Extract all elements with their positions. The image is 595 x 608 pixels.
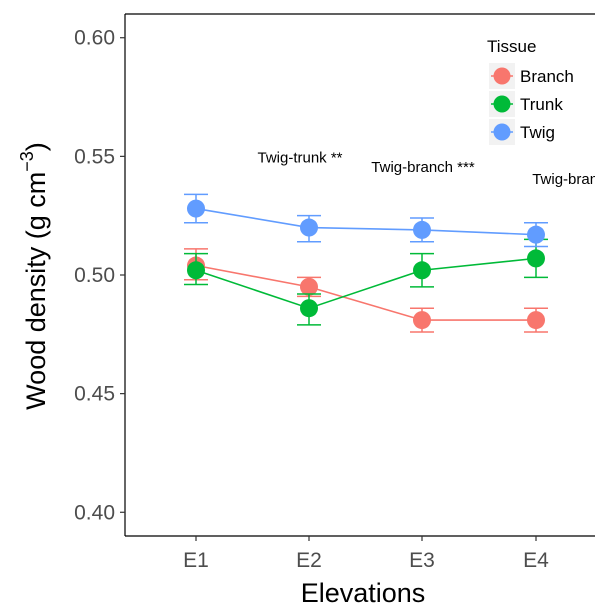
data-point	[300, 218, 318, 237]
y-axis-title-close: )	[21, 142, 51, 151]
data-point	[413, 220, 431, 239]
x-axis-title: Elevations	[301, 578, 426, 608]
series-twig	[184, 193, 548, 248]
legend-key-point	[493, 123, 511, 141]
x-tick-label: E4	[523, 549, 549, 572]
data-point	[527, 225, 545, 244]
x-tick-label: E2	[296, 549, 322, 572]
significance-annotation: Twig-branch ***	[371, 159, 475, 176]
x-tick-label: E3	[409, 549, 435, 572]
legend-item-branch: Branch	[489, 63, 574, 89]
data-point	[413, 261, 431, 280]
y-axis-title-main: Wood density (g cm	[21, 172, 51, 410]
y-tick-label: 0.45	[74, 383, 115, 406]
series-branch	[184, 248, 548, 333]
data-point	[187, 199, 205, 218]
legend-label: Branch	[520, 67, 574, 86]
legend-label: Twig	[520, 123, 555, 142]
data-point	[413, 311, 431, 330]
series-trunk	[184, 238, 548, 326]
x-tick-label: E1	[183, 549, 209, 572]
legend: Tissue Branch Trunk Twig	[487, 37, 574, 145]
data-point	[187, 261, 205, 280]
y-tick-label: 0.55	[74, 145, 115, 168]
data-point	[300, 277, 318, 296]
series-line	[195, 207, 537, 236]
x-axis: E1 E2 E3 E4	[183, 536, 549, 572]
series-layer	[184, 193, 548, 333]
significance-annotation: Twig-trunk **	[257, 150, 342, 167]
y-axis-title: Wood density (g cm−3)	[17, 142, 51, 410]
y-axis: 0.40 0.45 0.50 0.55 0.60	[74, 27, 125, 524]
y-tick-label: 0.50	[74, 264, 115, 287]
y-tick-label: 0.60	[74, 27, 115, 50]
y-axis-title-superscript: −3	[17, 151, 37, 172]
data-point	[527, 311, 545, 330]
legend-key-point	[493, 67, 511, 85]
significance-annotation: Twig-branch **	[532, 171, 595, 188]
data-point	[300, 299, 318, 318]
legend-key-point	[493, 95, 511, 113]
series-line	[195, 257, 537, 310]
legend-item-trunk: Trunk	[489, 91, 563, 117]
y-tick-label: 0.40	[74, 501, 115, 524]
data-point	[527, 249, 545, 268]
series-line	[195, 264, 536, 321]
legend-title: Tissue	[487, 37, 536, 56]
legend-item-twig: Twig	[489, 119, 555, 145]
annotation-layer: Twig-trunk ** Twig-branch *** Twig-branch …	[257, 150, 595, 188]
legend-label: Trunk	[520, 95, 563, 114]
